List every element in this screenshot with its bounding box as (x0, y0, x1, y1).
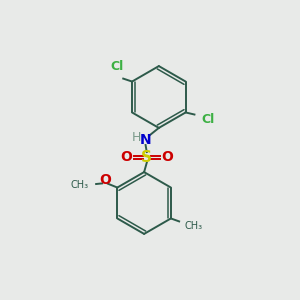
Text: O: O (161, 150, 173, 164)
Text: Cl: Cl (201, 113, 214, 126)
Text: S: S (141, 150, 152, 165)
Text: CH₃: CH₃ (185, 221, 203, 231)
Text: Cl: Cl (110, 60, 123, 73)
Text: O: O (99, 173, 111, 187)
Text: N: N (140, 133, 152, 147)
Text: CH₃: CH₃ (71, 180, 89, 190)
Text: H: H (131, 131, 141, 144)
Text: O: O (120, 150, 132, 164)
